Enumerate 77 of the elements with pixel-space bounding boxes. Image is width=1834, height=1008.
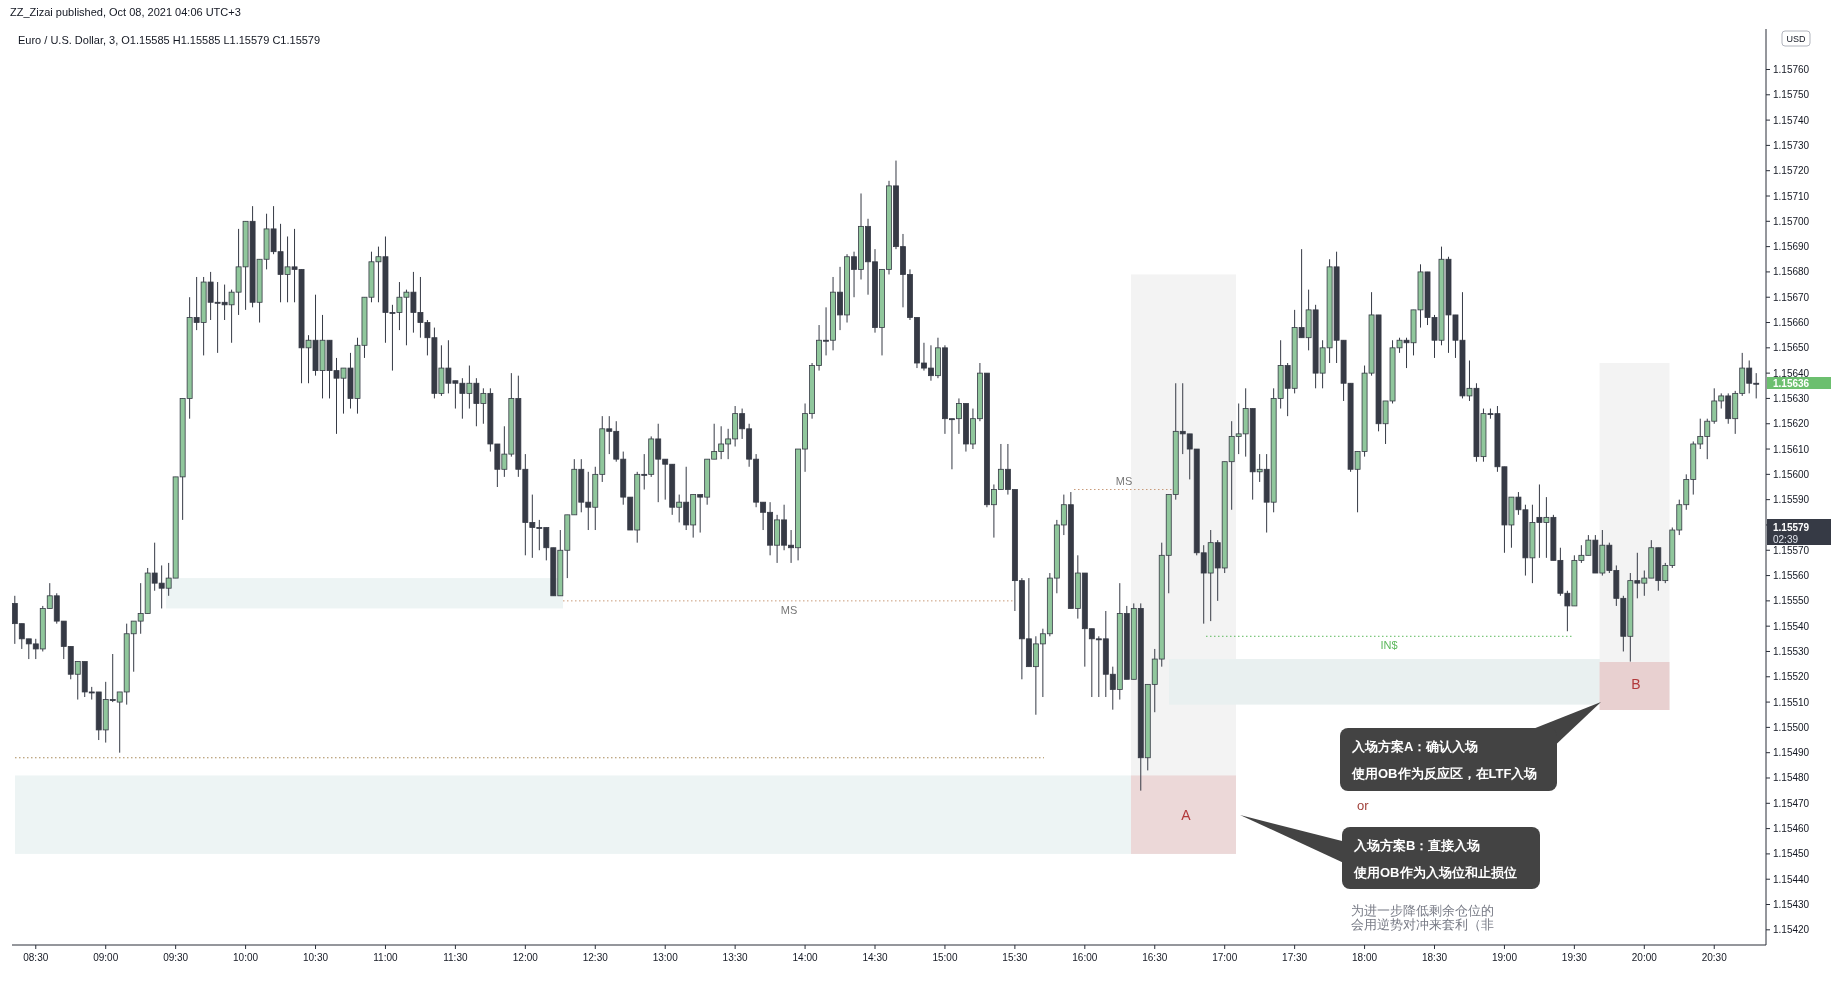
x-tick-label: 17:30 [1282, 952, 1308, 963]
x-tick-label: 10:30 [303, 952, 329, 963]
annotation: 使用OB作为入场位和止损位 [1353, 865, 1517, 880]
y-tick-label: 1.15670 [1773, 291, 1810, 303]
y-tick-label: 1.15520 [1773, 671, 1810, 683]
y-tick-label: 1.15700 [1773, 215, 1810, 227]
x-tick-label: 15:00 [932, 952, 958, 963]
y-tick-label: 1.15740 [1773, 114, 1810, 126]
annotation: 为进一步降低剩余仓位的 [1351, 903, 1494, 918]
x-tick-label: 14:30 [862, 952, 888, 963]
x-tick-label: 18:30 [1421, 952, 1448, 963]
chart-subtitle: ZZ_Zizai published, Oct 08, 2021 04:06 UTC+3 [10, 6, 241, 18]
annotation: A [1181, 807, 1192, 823]
x-tick-label: 16:00 [1072, 952, 1098, 963]
y-tick-label: 1.15490 [1773, 747, 1810, 759]
text: 1.15636 [1773, 378, 1810, 389]
x-tick-label: 11:30 [443, 952, 468, 963]
y-tick-label: 1.15570 [1773, 544, 1810, 556]
y-tick-label: 1.15450 [1773, 848, 1810, 860]
ref-line-label: MS [1115, 474, 1133, 487]
y-tick-label: 1.15440 [1773, 873, 1810, 885]
text: 02:39 [1773, 534, 1799, 545]
y-tick-label: 1.15690 [1773, 241, 1810, 253]
y-tick-label: 1.15630 [1773, 392, 1810, 404]
chart-title: Euro / U.S. Dollar, 3, O1.15585 H1.15585 L1.15579 C1.15579 [18, 34, 321, 46]
y-axis-title: USD [1786, 34, 1806, 44]
x-tick-label: 19:00 [1491, 952, 1518, 963]
x-tick-label: 09:00 [93, 952, 119, 963]
x-tick-label: 20:30 [1701, 952, 1728, 963]
ref-line-label: IN$ [1380, 639, 1398, 652]
y-tick-label: 1.15750 [1773, 89, 1810, 101]
y-tick-label: 1.15660 [1773, 317, 1810, 329]
y-tick-label: 1.15420 [1773, 924, 1810, 936]
y-tick-label: 1.15550 [1773, 595, 1810, 607]
annotation: B [1631, 676, 1641, 692]
x-tick-label: 13:00 [652, 952, 679, 963]
annotation: 会用逆势对冲来套利（非 [1351, 917, 1494, 932]
annotation: 使用OB作为反应区，在LTF入场 [1351, 766, 1538, 781]
y-tick-label: 1.15590 [1773, 494, 1810, 506]
y-tick-label: 1.15540 [1773, 620, 1810, 632]
x-tick-label: 18:00 [1352, 952, 1378, 963]
y-tick-label: 1.15480 [1773, 772, 1810, 784]
y-tick-label: 1.15640 [1773, 367, 1810, 379]
y-tick-label: 1.15460 [1773, 823, 1810, 835]
y-tick-label: 1.15730 [1773, 139, 1810, 151]
x-tick-label: 09:30 [163, 952, 189, 963]
y-tick-label: 1.15430 [1773, 899, 1810, 911]
x-tick-label: 17:00 [1212, 952, 1238, 963]
text: 1.15579 [1773, 522, 1810, 533]
x-tick-label: 19:30 [1561, 952, 1588, 963]
x-tick-label: 13:30 [722, 952, 749, 963]
y-tick-label: 1.15620 [1773, 418, 1810, 430]
x-tick-label: 11:00 [373, 952, 399, 963]
y-tick-label: 1.15500 [1773, 721, 1810, 733]
y-tick-label: 1.15650 [1773, 342, 1810, 354]
y-tick-label: 1.15560 [1773, 570, 1810, 582]
x-tick-label: 16:30 [1142, 952, 1168, 963]
annotation: 入场方案B：直接入场 [1353, 838, 1481, 853]
ref-line-label: MS [780, 603, 798, 616]
y-tick-label: 1.15530 [1773, 645, 1810, 657]
x-tick-label: 10:00 [233, 952, 259, 963]
x-tick-label: 08:30 [23, 952, 49, 963]
x-tick-label: 12:30 [582, 952, 609, 963]
y-tick-label: 1.15510 [1773, 696, 1810, 708]
y-tick-label: 1.15680 [1773, 266, 1810, 278]
y-tick-label: 1.15610 [1773, 443, 1810, 455]
annotation: 入场方案A：确认入场 [1351, 739, 1479, 754]
y-tick-label: 1.15710 [1773, 190, 1810, 202]
y-tick-label: 1.15470 [1773, 797, 1810, 809]
y-tick-label: 1.15760 [1773, 63, 1810, 75]
x-tick-label: 20:00 [1631, 952, 1658, 963]
y-tick-label: 1.15600 [1773, 468, 1810, 480]
y-tick-label: 1.15720 [1773, 165, 1810, 177]
x-tick-label: 12:00 [512, 952, 539, 963]
x-tick-label: 14:00 [792, 952, 819, 963]
annotation: or [1357, 798, 1370, 813]
x-tick-label: 15:30 [1002, 952, 1028, 963]
